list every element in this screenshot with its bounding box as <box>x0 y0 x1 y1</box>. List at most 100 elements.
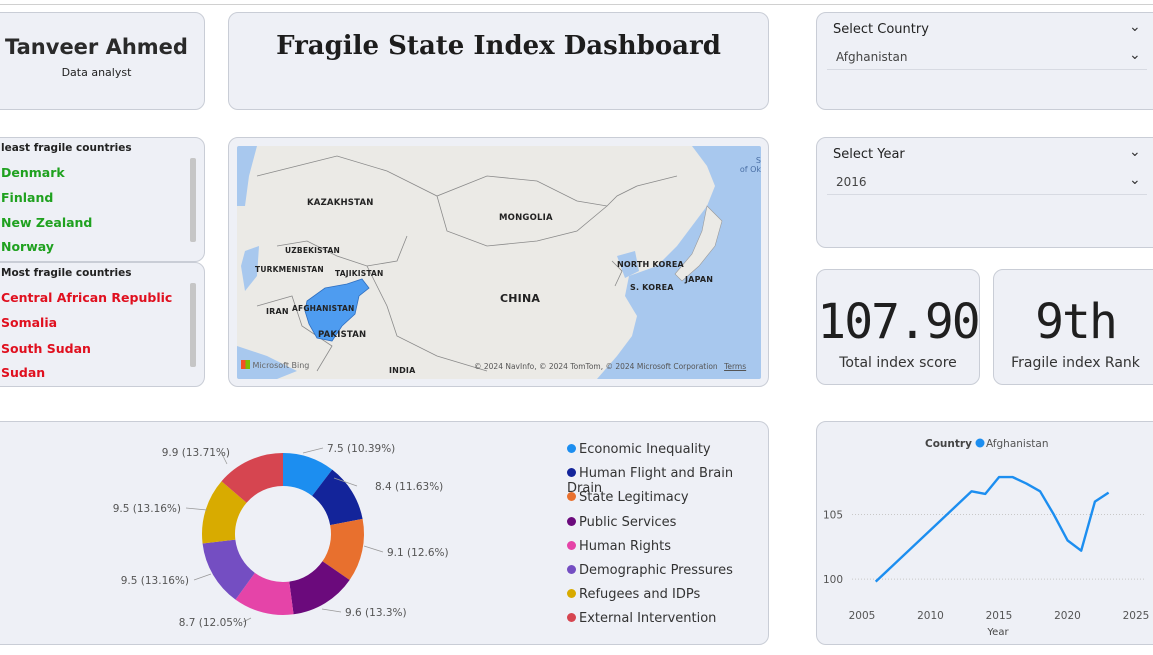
legend-item[interactable]: State Legitimacy <box>567 490 689 505</box>
list-item[interactable]: Central African Republic <box>1 290 173 305</box>
leader-line <box>220 451 228 465</box>
series-line[interactable] <box>874 475 1110 583</box>
x-tick-label: 2005 <box>849 610 876 622</box>
china-west-border <box>366 265 488 372</box>
list-item[interactable]: Sudan <box>1 365 46 380</box>
legend-dot-icon <box>975 438 985 448</box>
provider-text: Microsoft Bing <box>252 361 310 370</box>
chevron-down-icon[interactable]: ⌄ <box>1129 19 1141 35</box>
legend-item[interactable]: Demographic Pressures <box>567 563 733 578</box>
leader-line <box>193 573 212 581</box>
map-label: PAKISTAN <box>318 330 367 340</box>
data-label: 9.5 (13.16%) <box>113 503 181 515</box>
country-dropdown[interactable]: Afghanistan ⌄ <box>827 45 1147 70</box>
list-item[interactable]: Finland <box>1 190 54 205</box>
total-score-value: 107.90 <box>817 294 980 350</box>
year-dropdown[interactable]: 2016 ⌄ <box>827 170 1147 195</box>
korea-border <box>611 260 623 287</box>
rank-caption: Fragile index Rank <box>1011 355 1140 371</box>
donut-slice[interactable] <box>202 539 255 600</box>
japan-shape <box>674 205 723 282</box>
data-label: 7.5 (10.39%) <box>327 443 395 455</box>
map-attribution: © 2024 NavInfo, © 2024 TomTom, © 2024 Mi… <box>474 362 746 371</box>
legend-label: Refugees and IDPs <box>579 587 701 603</box>
country-selected-value: Afghanistan <box>836 50 908 64</box>
iran-border <box>256 295 333 372</box>
author-name: Tanveer Ahmed <box>5 35 188 59</box>
data-label: 9.9 (13.71%) <box>162 447 230 459</box>
donut-slice[interactable] <box>235 572 294 615</box>
chevron-down-icon[interactable]: ⌄ <box>1129 172 1141 188</box>
map-label: JAPAN <box>685 275 714 284</box>
afghanistan-highlight[interactable] <box>304 278 370 342</box>
list-item[interactable]: South Sudan <box>1 341 91 356</box>
donut-chart: 7.5 (10.39%) 8.4 (11.63%) 9.1 (12.6%) 9.6 (… <box>113 443 449 629</box>
year-slicer-label: Select Year <box>833 147 905 162</box>
legend-item[interactable]: Economic Inequality <box>567 442 711 457</box>
rank-card: 9th Fragile index Rank <box>993 269 1153 385</box>
legend-dot-icon <box>567 516 576 526</box>
line-chart-card: 100 105 2005 2010 2015 2020 2025 Year Country Afg… <box>816 421 1153 645</box>
map-label: AFGHANISTAN <box>292 304 355 313</box>
map-visual[interactable]: KAZAKHSTAN MONGOLIA UZBEKISTAN TURKMENISTAN… <box>237 146 761 379</box>
donut-slice[interactable] <box>202 481 247 544</box>
data-label: 9.6 (13.3%) <box>345 607 407 619</box>
list-item[interactable]: Somalia <box>1 315 58 330</box>
map-label: IRAN <box>266 307 289 316</box>
scrollbar[interactable] <box>190 283 196 367</box>
top-border <box>0 0 1153 5</box>
legend-item[interactable]: Human Rights <box>567 539 671 554</box>
legend-dot-icon <box>567 444 576 453</box>
donut-slice[interactable] <box>312 469 363 526</box>
legend-label: Human Rights <box>579 538 672 554</box>
leader-line <box>242 617 252 623</box>
map-label: INDIA <box>389 366 416 375</box>
legend-item[interactable]: Public Services <box>567 515 676 530</box>
list-item[interactable]: Denmark <box>1 165 65 180</box>
least-fragile-header: least fragile countries <box>1 142 132 154</box>
legend-dot-icon <box>567 613 576 623</box>
scrollbar[interactable] <box>190 158 196 242</box>
data-label: 8.4 (11.63%) <box>375 481 443 493</box>
map-label: MONGOLIA <box>499 213 553 223</box>
legend-item[interactable]: Refugees and IDPs <box>567 587 700 602</box>
chevron-down-icon[interactable]: ⌄ <box>1129 144 1141 160</box>
northern-border <box>256 155 678 207</box>
legend-label: Economic Inequality <box>579 442 711 457</box>
legend-series-label[interactable]: Afghanistan <box>986 438 1049 450</box>
data-label: 9.5 (13.16%) <box>121 575 189 587</box>
donut-slice[interactable] <box>322 518 365 581</box>
legend-label: State Legitimacy <box>579 490 689 506</box>
profile-card: Tanveer Ahmed Data analyst <box>0 12 205 110</box>
y-tick-label: 100 <box>823 574 843 586</box>
terms-link[interactable]: Terms <box>724 362 747 371</box>
map-label: TAJIKISTAN <box>335 269 384 278</box>
leader-line <box>321 608 342 613</box>
country-slicer: Select Country ⌄ Afghanistan ⌄ <box>816 12 1153 110</box>
yellow-sea <box>617 251 639 278</box>
legend-item[interactable]: External Intervention <box>567 611 716 626</box>
x-tick-label: 2020 <box>1054 610 1081 622</box>
legend-dot-icon <box>567 565 576 574</box>
donut-slice[interactable] <box>221 453 283 503</box>
legend-label: Public Services <box>579 514 677 530</box>
least-fragile-list: least fragile countries Denmark Finland … <box>0 137 205 262</box>
total-score-caption: Total index score <box>839 355 957 371</box>
legend-label: Human Flight and Brain Drain <box>567 466 734 497</box>
arabian-sea <box>237 346 297 379</box>
map-canvas <box>237 146 761 379</box>
legend-item[interactable]: Human Flight and Brain Drain <box>567 466 768 496</box>
x-tick-label: 2010 <box>917 610 944 622</box>
legend-dot-icon <box>567 492 576 502</box>
pacific-ocean <box>597 146 761 379</box>
donut-slice[interactable] <box>289 561 350 615</box>
attribution-text: © 2024 NavInfo, © 2024 TomTom, © 2024 Mi… <box>474 362 718 371</box>
northwest-sea <box>237 146 257 206</box>
list-item[interactable]: Norway <box>1 239 54 254</box>
donut-slice[interactable] <box>283 453 333 496</box>
leader-line <box>302 447 324 454</box>
list-item[interactable]: New Zealand <box>1 215 93 230</box>
chevron-down-icon[interactable]: ⌄ <box>1129 47 1141 63</box>
legend-label: External Intervention <box>579 611 717 627</box>
map-label: TURKMENISTAN <box>255 265 324 274</box>
